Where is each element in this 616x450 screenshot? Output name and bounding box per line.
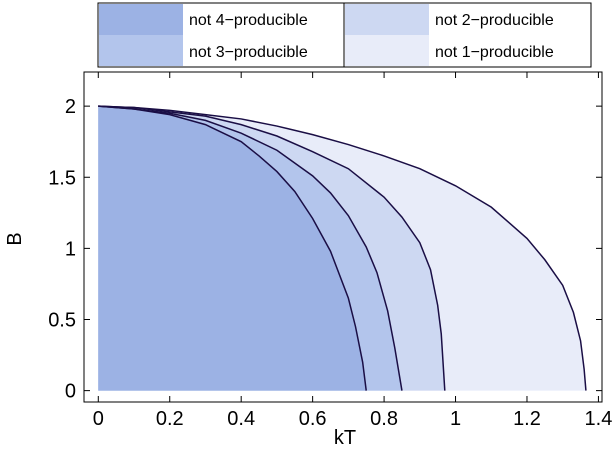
legend-label-not-2: not 2−producible	[435, 12, 554, 29]
boundaries	[98, 105, 587, 391]
x-ticks: 0 0.2 0.4 0.6 0.8 1 1.2 1.4	[93, 72, 613, 430]
plot-frame	[83, 71, 603, 403]
legend-label-not-1: not 1−producible	[435, 44, 554, 61]
legend-swatch-not-2	[345, 4, 429, 35]
y-tick-label: 1.5	[48, 167, 76, 189]
x-tick-label: 0	[93, 408, 104, 430]
y-axis-label: B	[4, 232, 26, 245]
legend-label-not-4: not 4−producible	[189, 12, 308, 29]
boundary-not-4-producible	[98, 105, 367, 391]
x-tick-label: 0.4	[227, 408, 255, 430]
boundary-not-2-producible	[98, 105, 446, 391]
x-tick-label: 0.8	[370, 408, 398, 430]
x-tick-label: 0.6	[299, 408, 327, 430]
y-tick-label: 2	[65, 96, 76, 118]
region-not-4-producible	[98, 106, 367, 391]
x-tick-label: 1.4	[585, 408, 613, 430]
y-tick-label: 1	[65, 238, 76, 260]
regions	[98, 106, 586, 391]
x-axis-label: kT	[334, 427, 356, 449]
boundary-not-3-producible	[98, 105, 403, 391]
legend-swatch-not-1	[345, 35, 429, 66]
y-tick-label: 0	[65, 381, 76, 403]
boundary-not-1-producible	[98, 105, 587, 391]
legend: not 4−producible not 3−producible not 2−…	[97, 2, 592, 68]
legend-label-not-3: not 3−producible	[189, 44, 308, 61]
x-tick-label: 1.2	[513, 408, 541, 430]
legend-swatch-not-3	[99, 35, 183, 66]
x-tick-label: 0.2	[156, 408, 184, 430]
legend-swatch-not-4	[99, 4, 183, 35]
y-tick-label: 0.5	[48, 310, 76, 332]
y-ticks: 0 0.5 1 1.5 2	[48, 96, 602, 403]
x-tick-label: 1	[450, 408, 461, 430]
